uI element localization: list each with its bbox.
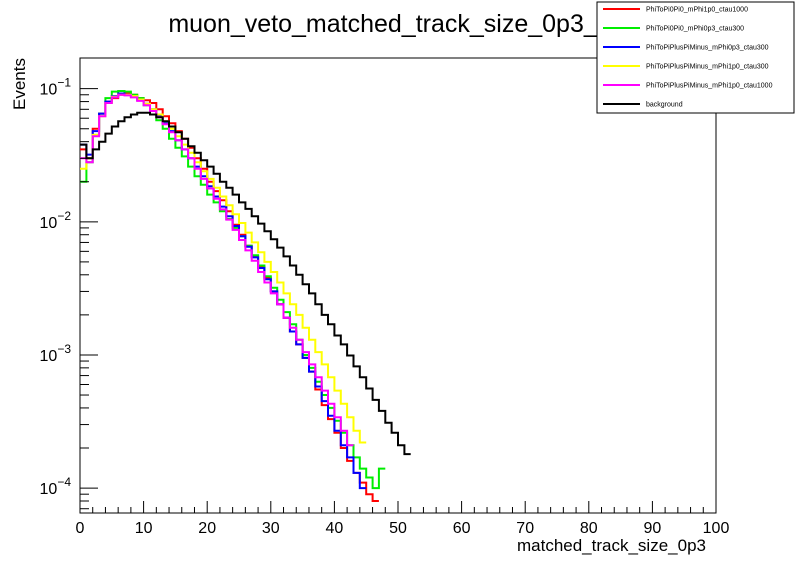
x-tick-label: 10: [135, 520, 153, 537]
x-tick-label: 70: [516, 520, 534, 537]
x-tick-label: 100: [703, 520, 730, 537]
series-0-line: [80, 92, 379, 502]
axes: 0 10 20 30 40 50 60 70 80 90 100 10−1 10−2 10−3 10−4: [40, 76, 730, 537]
chart-title: muon_veto_matched_track_size_0p3_0: [168, 10, 611, 38]
series-1-line: [80, 90, 386, 490]
legend-label-3: PhiToPiPlusPiMinus_mPhi1p0_ctau300: [646, 64, 769, 71]
y-tick-label: 10−4: [40, 475, 72, 498]
legend-label-2: PhiToPiPlusPiMinus_mPhi0p3_ctau300: [646, 45, 769, 52]
legend-label-5: background: [646, 102, 683, 109]
y-tick-label: 10−2: [40, 209, 72, 232]
legend: PhiToPi0Pi0_mPhi1p0_ctau1000 PhiToPi0Pi0_…: [596, 1, 795, 114]
legend-label-1: PhiToPi0Pi0_mPhi0p3_ctau300: [646, 26, 744, 33]
x-tick-label: 90: [644, 520, 662, 537]
legend-box: [596, 1, 795, 114]
y-tick-label: 10−3: [40, 342, 72, 365]
series-4-line: [80, 93, 354, 447]
series-5-line: [80, 111, 411, 456]
legend-label-4: PhiToPiPlusPiMinus_mPhi1p0_ctau1000: [646, 83, 773, 90]
y-tick-label: 10−1: [40, 76, 72, 99]
x-tick-label: 50: [389, 520, 407, 537]
x-tick-label: 30: [262, 520, 280, 537]
x-axis-label: matched_track_size_0p3: [517, 536, 706, 555]
x-tick-label: 80: [580, 520, 598, 537]
y-axis-label: Events: [10, 58, 29, 110]
x-tick-label: 40: [326, 520, 344, 537]
legend-label-0: PhiToPi0Pi0_mPhi1p0_ctau1000: [646, 7, 748, 14]
series-2-line: [80, 92, 367, 490]
x-tick-label: 60: [453, 520, 471, 537]
x-tick-label: 20: [198, 520, 216, 537]
x-tick-label: 0: [76, 520, 85, 537]
histogram-series: [80, 90, 411, 502]
